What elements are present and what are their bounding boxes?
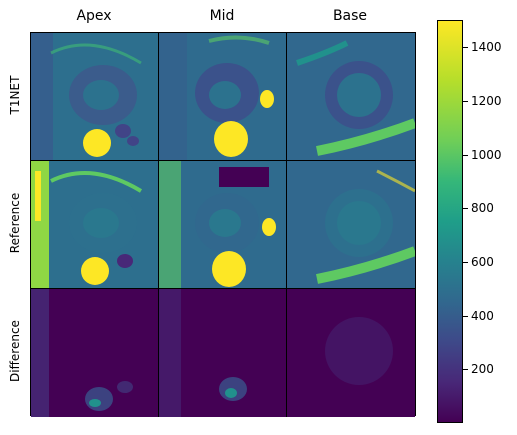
colorbar-tick-label: 400	[471, 309, 494, 323]
colorbar-tick-label: 800	[471, 201, 494, 215]
image-t1net-apex	[31, 33, 159, 161]
row-title-difference: Difference	[8, 320, 22, 382]
image-reference-base	[287, 161, 415, 289]
colorbar-tick	[463, 208, 468, 209]
colorbar-tick	[463, 47, 468, 48]
colorbar-tick-label: 200	[471, 362, 494, 376]
colorbar-tick-label: 1000	[471, 148, 502, 162]
image-grid	[30, 32, 416, 417]
column-title-mid: Mid	[209, 8, 235, 24]
image-reference-mid	[159, 161, 287, 289]
image-difference-base	[287, 289, 415, 417]
colorbar-tick	[463, 101, 468, 102]
colorbar-tick	[463, 155, 468, 156]
image-difference-mid	[159, 289, 287, 417]
colorbar	[437, 20, 463, 423]
column-title-apex: Apex	[76, 8, 112, 24]
colorbar-tick	[463, 262, 468, 263]
row-title-reference: Reference	[8, 192, 22, 254]
colorbar-tick	[463, 316, 468, 317]
image-t1net-base	[287, 33, 415, 161]
column-title-base: Base	[332, 8, 368, 24]
colorbar-tick	[463, 369, 468, 370]
image-t1net-mid	[159, 33, 287, 161]
colorbar-tick-label: 1200	[471, 94, 502, 108]
colorbar-tick-label: 1400	[471, 40, 502, 54]
row-title-t1net: T1NET	[8, 75, 22, 115]
image-difference-apex	[31, 289, 159, 417]
image-reference-apex	[31, 161, 159, 289]
colorbar-tick-label: 600	[471, 255, 494, 269]
